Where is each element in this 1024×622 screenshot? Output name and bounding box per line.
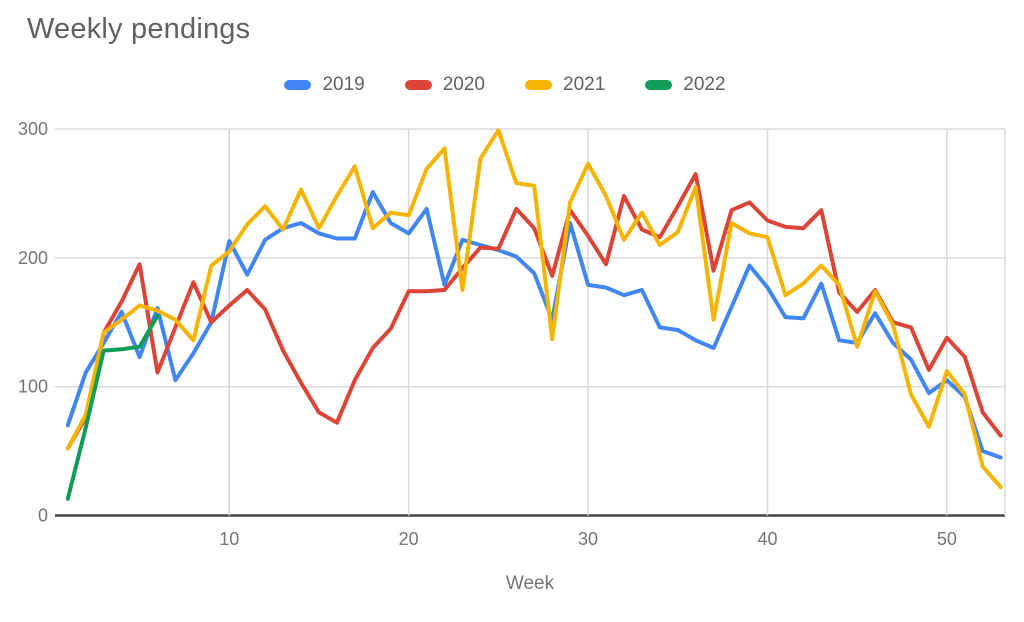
series-line-2022[interactable] (65, 313, 160, 501)
legend: 2019 2020 2021 2022 (0, 72, 1010, 98)
y-tick-label: 100 (18, 377, 48, 397)
legend-label: 2021 (563, 74, 606, 95)
legend-swatch-2019 (284, 80, 312, 90)
x-tick-label: 20 (399, 529, 419, 549)
legend-item-2020[interactable]: 2020 (404, 74, 485, 96)
legend-item-2019[interactable]: 2019 (284, 74, 365, 96)
series-line-2020[interactable] (65, 172, 1003, 451)
x-tick-label: 10 (219, 529, 239, 549)
y-tick-label: 300 (18, 119, 48, 139)
legend-swatch-2022 (645, 80, 673, 90)
y-tick-label: 0 (38, 506, 48, 526)
chart-title: Weekly pendings (27, 13, 251, 45)
series-line-2021[interactable] (65, 128, 1003, 490)
x-tick-label: 50 (937, 529, 957, 549)
legend-label: 2020 (442, 74, 485, 95)
x-tick-label: 30 (578, 529, 598, 549)
legend-swatch-2021 (525, 80, 552, 90)
y-tick-label: 200 (18, 248, 48, 268)
legend-label: 2019 (322, 74, 365, 95)
x-tick-label: 40 (757, 529, 777, 549)
legend-item-2021[interactable]: 2021 (525, 74, 605, 96)
x-axis-title: Week (506, 573, 555, 594)
legend-swatch-2020 (404, 80, 432, 90)
legend-label: 2022 (683, 74, 726, 95)
legend-item-2022[interactable]: 2022 (645, 74, 726, 96)
series-line-2019[interactable] (65, 190, 1003, 460)
